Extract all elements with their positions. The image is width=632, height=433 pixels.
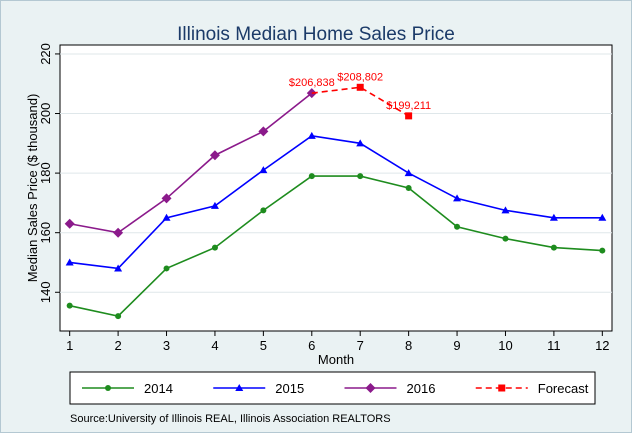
data-point-2015 — [259, 166, 268, 174]
y-tick-label: 140 — [38, 281, 53, 303]
x-tick-label: 2 — [114, 338, 121, 353]
data-point-2016 — [113, 227, 124, 238]
source-note: Source:University of Illinois REAL, Illi… — [70, 413, 391, 425]
legend-marker-2014 — [105, 385, 111, 391]
legend-label-forecast: Forecast — [538, 381, 589, 396]
data-point-2016 — [209, 150, 220, 161]
legend-label-2014: 2014 — [144, 381, 173, 396]
data-point-2014 — [163, 265, 170, 272]
series-line-2016 — [69, 92, 313, 234]
plot-area — [59, 44, 613, 332]
legend-marker-2015 — [235, 384, 244, 391]
data-point-2014 — [405, 185, 412, 191]
series-line-2014 — [69, 175, 603, 317]
x-tick-label: 6 — [308, 338, 315, 353]
y-tick-label: 180 — [38, 162, 53, 184]
x-tick-label: 3 — [163, 338, 170, 353]
y-axis-label: Median Sales Price ($ thousand) — [25, 94, 40, 283]
legend-label-2015: 2015 — [275, 381, 304, 396]
data-point-2015 — [501, 206, 510, 214]
chart-title: Illinois Median Home Sales Price — [177, 24, 455, 45]
x-tick-label: 5 — [260, 338, 267, 353]
data-point-2016 — [161, 193, 172, 204]
data-point-2014 — [502, 235, 509, 242]
x-tick-label: 9 — [453, 338, 460, 353]
data-point-2015 — [65, 258, 74, 266]
x-axis-label: Month — [318, 352, 354, 367]
legend-marker-2016 — [365, 383, 376, 393]
data-point-2015 — [210, 201, 219, 209]
data-point-2014 — [357, 173, 364, 180]
y-tick-label: 220 — [38, 43, 53, 65]
data-point-2015 — [307, 131, 316, 139]
x-tick-label: 12 — [595, 338, 609, 353]
data-point-forecast — [405, 112, 413, 120]
y-tick-label: 200 — [38, 103, 53, 125]
data-point-2015 — [404, 169, 413, 177]
x-tick-label: 7 — [357, 338, 364, 353]
legend-label-2016: 2016 — [407, 381, 436, 396]
data-point-2014 — [454, 223, 461, 230]
x-tick-label: 10 — [498, 338, 512, 353]
data-point-2015 — [453, 194, 462, 202]
data-label: $199,211 — [386, 100, 431, 112]
data-label: $206,838 — [289, 77, 335, 89]
y-tick-label: 160 — [38, 222, 53, 244]
x-tick-label: 8 — [405, 338, 412, 353]
data-point-2015 — [356, 139, 365, 147]
data-point-2016 — [258, 126, 269, 137]
data-label: $208,802 — [337, 71, 383, 83]
data-point-2015 — [598, 213, 607, 221]
data-point-2015 — [549, 213, 558, 221]
data-point-2014 — [115, 313, 122, 320]
data-point-2014 — [211, 244, 218, 251]
data-point-2014 — [308, 173, 315, 180]
data-point-2014 — [550, 244, 557, 251]
data-point-2014 — [260, 207, 267, 214]
x-tick-label: 11 — [547, 338, 561, 353]
data-point-2016 — [64, 218, 75, 229]
x-tick-label: 4 — [211, 338, 218, 353]
data-point-2014 — [66, 302, 73, 309]
data-point-forecast — [356, 83, 364, 91]
x-tick-label: 1 — [66, 338, 73, 353]
data-point-2014 — [599, 247, 606, 254]
series-line-2015 — [69, 135, 603, 270]
data-point-2015 — [162, 213, 171, 221]
legend-marker-forecast — [498, 384, 506, 392]
data-point-2015 — [114, 264, 123, 272]
